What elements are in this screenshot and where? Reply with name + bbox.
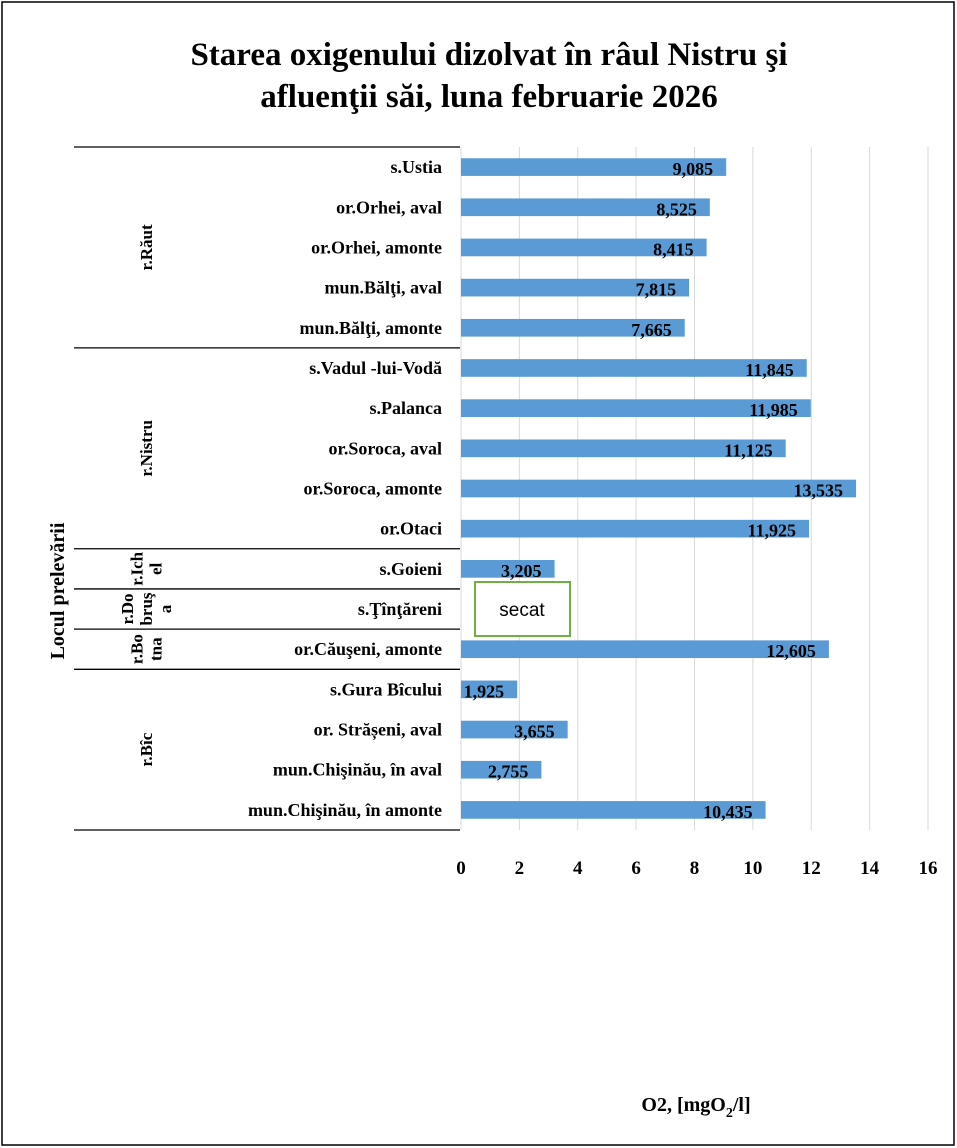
annotation-box [474, 581, 571, 638]
bars: 9,085 8,525 8,415 7,815 7,665 11,845 11,985 11,… [461, 158, 857, 822]
group-label: a [156, 604, 175, 613]
category-label: or. Strășeni, aval [314, 720, 442, 741]
category-label: s.Goieni [379, 559, 442, 579]
bar [461, 278, 690, 297]
value-label: 8,525 [656, 199, 697, 219]
bar [461, 318, 685, 337]
group-label: r.Răut [137, 224, 156, 270]
value-label: 7,665 [631, 320, 672, 340]
bar [461, 680, 518, 699]
x-axis-label: O2, [mgO2/l] [641, 1094, 750, 1121]
chart-title-line-2: afluenţii săi, luna februarie 2026 [260, 79, 717, 115]
x-axis-label-subscript: 2 [726, 1106, 733, 1121]
bar [461, 198, 710, 217]
category-label: or.Soroca, amonte [304, 479, 443, 499]
bar [461, 439, 786, 458]
bar [461, 519, 810, 538]
chart-title-line-1: Starea oxigenului dizolvat în râul Nistr… [190, 37, 787, 73]
bar [461, 560, 555, 578]
group-label: r.Ich [128, 551, 147, 585]
x-tick-label: 14 [860, 858, 880, 879]
value-label: 3,205 [501, 561, 542, 581]
x-tick-label: 16 [919, 858, 938, 879]
x-tick-label: 10 [743, 858, 762, 879]
category-label: or.Orhei, aval [336, 197, 442, 217]
group-label: r.Bo [128, 634, 147, 664]
group-label: tna [147, 637, 166, 661]
bar [461, 359, 807, 377]
value-label: 11,925 [748, 521, 797, 541]
annotation-text: secat [499, 600, 545, 621]
category-label: mun.Chişinău, în aval [273, 760, 442, 780]
value-label: 13,535 [794, 481, 844, 501]
bar [461, 399, 811, 417]
value-label: 12,605 [766, 641, 816, 661]
x-tick-label: 8 [690, 858, 700, 879]
category-label: or.Otaci [380, 519, 442, 539]
value-label: 10,435 [703, 802, 753, 822]
value-label: 2,755 [488, 762, 529, 782]
value-label: 11,125 [724, 440, 773, 460]
group-label: r.Nistru [137, 420, 156, 477]
value-label: 7,815 [636, 280, 677, 300]
x-tick-labels: 0 2 4 6 8 10 12 14 16 [456, 858, 937, 879]
category-label: or.Orhei, amonte [311, 237, 442, 257]
bar [461, 801, 766, 819]
group-label: r.Bîc [137, 732, 156, 766]
category-label: s.Palanca [369, 398, 442, 418]
value-label: 11,985 [749, 400, 798, 420]
category-label: mun.Chişinău, în amonte [248, 800, 442, 820]
x-axis-label-end: /l] [732, 1094, 751, 1116]
group-label: bruş [137, 592, 156, 625]
value-label: 8,415 [653, 239, 694, 259]
category-label: or.Căuşeni, amonte [294, 639, 442, 659]
bar [461, 158, 727, 176]
x-tick-label: 6 [631, 858, 641, 879]
bar [461, 720, 568, 739]
annotations: secat [474, 581, 571, 638]
x-tick-label: 2 [515, 858, 525, 879]
category-label: s.Ţînţăreni [358, 599, 442, 619]
category-label: mun.Bălţi, aval [324, 278, 442, 298]
x-tick-label: 0 [456, 858, 466, 879]
bar [461, 760, 542, 779]
category-label: s.Gura Bîcului [330, 679, 442, 699]
group-label: r.Do [118, 594, 137, 625]
group-label: el [147, 562, 166, 575]
bar [461, 479, 857, 498]
value-label: 11,845 [745, 360, 794, 380]
y-axis-label: Locul prelevării [47, 522, 69, 659]
category-labels: s.Ustia or.Orhei, aval or.Orhei, amonte mun… [248, 157, 442, 820]
category-label: s.Vadul -lui-Vodă [309, 358, 442, 378]
group-labels: r.Răut r.Nistru r.Ich el r.Do bruş a r.Bo tna r.B… [74, 146, 460, 831]
category-label: s.Ustia [390, 157, 442, 177]
value-label: 1,925 [464, 681, 505, 701]
bar [461, 238, 707, 257]
category-label: mun.Bălţi, amonte [299, 318, 442, 338]
category-label: or.Soroca, aval [328, 438, 442, 458]
x-tick-label: 4 [573, 858, 583, 879]
value-label: 3,655 [514, 722, 555, 742]
value-label: 9,085 [673, 159, 714, 179]
bar [461, 640, 829, 659]
x-tick-label: 12 [802, 858, 821, 879]
